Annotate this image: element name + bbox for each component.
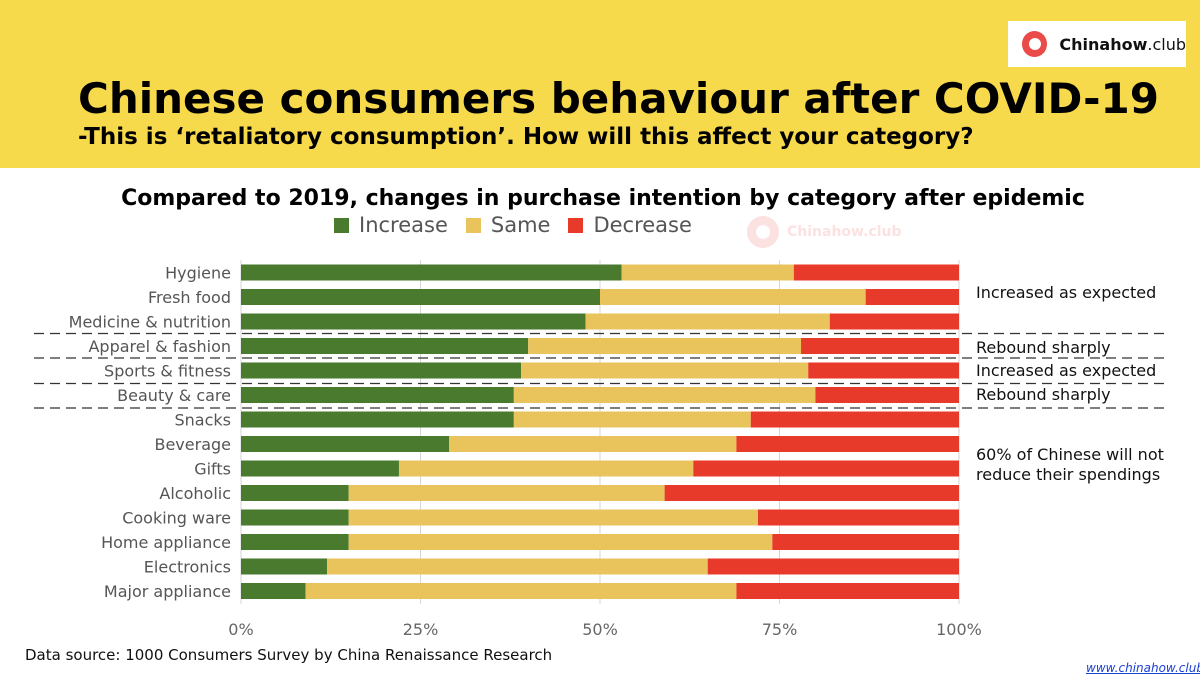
category-label: Hygiene: [165, 264, 231, 283]
bar-segment-same: [348, 534, 773, 550]
bar-segment-decrease: [736, 583, 959, 599]
page-title: Chinese consumers behaviour after COVID-…: [78, 74, 1159, 123]
legend-swatch-increase: [334, 217, 349, 233]
annotation-increased-2: Increased as expected: [976, 361, 1157, 380]
category-label: Beverage: [154, 435, 231, 454]
category-label: Electronics: [144, 558, 231, 577]
watermark-circle-icon: [747, 216, 779, 248]
annotation-rebound-2: Rebound sharply: [976, 385, 1111, 404]
watermark-logo: Chinahow.club: [747, 216, 901, 248]
bar-segment-same: [585, 313, 830, 330]
legend-label-decrease: Decrease: [593, 213, 692, 237]
bar-segment-same: [528, 338, 802, 354]
bar-segment-same: [348, 485, 665, 501]
logo-text: Chinahow.club: [1059, 34, 1186, 54]
bar-segment-increase: [241, 558, 328, 575]
x-tick-label: 75%: [762, 620, 798, 639]
bar-segment-increase: [241, 289, 600, 305]
bar-segment-increase: [241, 509, 349, 526]
x-tick-label: 0%: [228, 620, 253, 639]
legend-item-decrease: Decrease: [568, 213, 692, 237]
bar-segment-same: [521, 362, 809, 379]
bar-segment-decrease: [793, 264, 959, 281]
bar-segment-increase: [241, 460, 399, 477]
x-tick-label: 50%: [582, 620, 618, 639]
bar-segment-increase: [241, 411, 514, 428]
bar-segment-increase: [241, 436, 450, 452]
category-label: Gifts: [194, 460, 231, 479]
page-subtitle: -This is ‘retaliatory consumption’. How …: [78, 124, 974, 150]
legend-item-same: Same: [465, 213, 551, 237]
bar-segment-increase: [241, 313, 586, 330]
bar-segment-decrease: [664, 485, 959, 501]
category-label: Apparel & fashion: [88, 337, 231, 356]
annotation-increased-1: Increased as expected: [976, 283, 1157, 302]
x-tick-label: 100%: [936, 620, 982, 639]
header-banner: [0, 0, 1200, 168]
legend-label-same: Same: [490, 213, 551, 237]
category-label: Major appliance: [104, 582, 231, 601]
category-label: Medicine & nutrition: [69, 313, 231, 332]
bar-segment-decrease: [865, 289, 959, 305]
bar-segment-same: [513, 411, 751, 428]
watermark-text: Chinahow.club: [787, 224, 902, 240]
legend-swatch-decrease: [568, 217, 584, 233]
bar-segment-increase: [241, 485, 349, 501]
chart-title: Compared to 2019, changes in purchase in…: [121, 186, 1085, 211]
category-label: Snacks: [175, 411, 232, 430]
bar-segment-same: [348, 509, 758, 526]
bar-segment-same: [513, 387, 816, 403]
legend-label-increase: Increase: [359, 213, 448, 237]
legend-swatch-same: [465, 217, 481, 233]
bar-segment-decrease: [815, 387, 959, 403]
category-label: Home appliance: [101, 533, 231, 552]
website-link[interactable]: www.chinahow.club: [1086, 661, 1200, 675]
category-label: Cooking ware: [122, 509, 231, 528]
annotation-spending: 60% of Chinese will not reduce their spe…: [976, 445, 1164, 484]
brand-logo[interactable]: Chinahow.club: [1008, 21, 1186, 67]
bar-segment-increase: [241, 338, 529, 354]
bar-segment-decrease: [693, 460, 959, 477]
category-label: Beauty & care: [117, 386, 231, 405]
chart-legend: Increase Same Decrease: [334, 213, 710, 237]
bar-segment-decrease: [808, 362, 959, 379]
bar-segment-increase: [241, 264, 622, 281]
bar-segment-same: [621, 264, 794, 281]
bar-segment-increase: [241, 387, 514, 403]
bar-segment-same: [305, 583, 737, 599]
bar-segment-increase: [241, 362, 522, 379]
bar-segment-same: [327, 558, 708, 575]
data-source-note: Data source: 1000 Consumers Survey by Ch…: [25, 646, 553, 664]
bar-segment-decrease: [772, 534, 959, 550]
annotation-rebound-1: Rebound sharply: [976, 338, 1111, 357]
bar-segment-increase: [241, 534, 349, 550]
legend-item-increase: Increase: [334, 213, 448, 237]
bar-segment-same: [600, 289, 866, 305]
logo-circle-icon: [1022, 31, 1048, 57]
category-label: Fresh food: [148, 288, 231, 307]
bar-segment-same: [449, 436, 737, 452]
category-label: Sports & fitness: [104, 362, 231, 381]
bar-segment-same: [398, 460, 694, 477]
bar-segment-decrease: [801, 338, 959, 354]
bar-segment-decrease: [707, 558, 959, 575]
bar-segment-decrease: [829, 313, 959, 330]
bar-segment-decrease: [757, 509, 959, 526]
bar-segment-decrease: [750, 411, 959, 428]
bar-segment-increase: [241, 583, 306, 599]
x-tick-label: 25%: [403, 620, 439, 639]
bar-segment-decrease: [736, 436, 959, 452]
category-label: Alcoholic: [159, 484, 231, 503]
